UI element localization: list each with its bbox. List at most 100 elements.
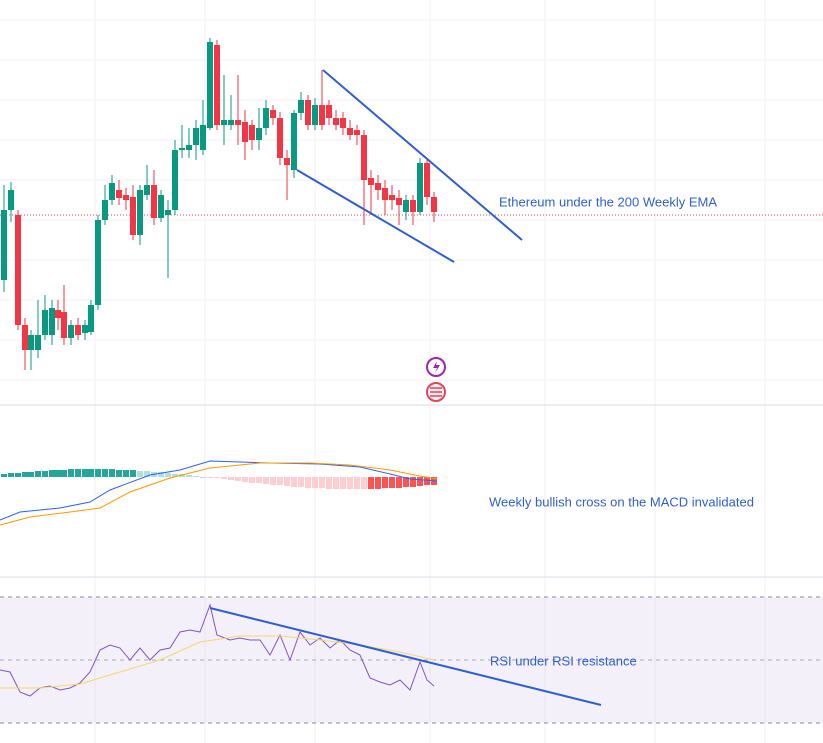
macd-bar (396, 477, 402, 488)
candle-body (249, 125, 255, 140)
macd-bar (354, 477, 360, 489)
candle-body (340, 118, 346, 128)
macd-bar (88, 469, 94, 477)
candle-body (123, 195, 129, 200)
macd-bar (102, 469, 108, 477)
candle-body (242, 122, 248, 142)
macd-bar (312, 477, 318, 488)
candle-body (35, 335, 41, 350)
candles (1, 38, 437, 370)
macd-bar (361, 477, 367, 489)
macd (0, 460, 438, 526)
candle-body (361, 135, 367, 180)
macd-bar (158, 472, 164, 477)
candle-body (109, 183, 115, 200)
candle-body (403, 200, 409, 212)
candle-body (424, 163, 430, 197)
candle-body (158, 195, 164, 218)
candle-body (410, 200, 416, 212)
macd-bar (235, 477, 241, 481)
candle-body (235, 120, 241, 125)
candle-body (102, 200, 108, 220)
macd-bar (347, 477, 353, 489)
candle-body (347, 128, 353, 135)
macd-bar (333, 477, 339, 489)
macd-bar (291, 477, 297, 487)
candle-body (22, 325, 28, 350)
rsi-trend-line (209, 607, 602, 706)
macd-bar (256, 477, 262, 483)
candle-body (305, 100, 311, 125)
candle-body (116, 190, 122, 198)
macd-bar (207, 477, 213, 478)
candle-body (417, 163, 423, 212)
annotation: Ethereum under the 200 Weekly EMA (499, 194, 717, 209)
candle-body (130, 197, 136, 235)
macd-bar (242, 477, 248, 482)
macd-bar (263, 477, 269, 484)
macd-bar (221, 477, 227, 479)
macd-bar (382, 477, 388, 488)
macd-bar (368, 477, 374, 489)
macd-bar (298, 477, 304, 487)
macd-bar (340, 477, 346, 489)
candle-body (144, 185, 150, 195)
macd-bar (165, 473, 171, 477)
signal-line (0, 462, 438, 526)
candle-body (284, 158, 290, 165)
macd-bar (284, 477, 290, 486)
candle-body (200, 125, 206, 150)
candle-body (270, 110, 276, 118)
candle-body (172, 150, 178, 210)
candle-body (28, 335, 34, 350)
candle-body (312, 105, 318, 125)
macd-bar (8, 473, 14, 477)
candle-body (61, 312, 67, 338)
candle-body (186, 145, 192, 150)
candle-body (49, 308, 55, 335)
candle-body (382, 188, 388, 200)
candle-body (179, 148, 185, 150)
macd-bar (68, 469, 74, 477)
lightning (433, 361, 440, 373)
macd-bar (35, 471, 41, 477)
macd-bar (424, 477, 430, 485)
candle-body (55, 310, 61, 318)
macd-bar (228, 477, 234, 480)
macd-bar (82, 469, 88, 477)
candle-body (263, 108, 269, 128)
annotation: RSI under RSI resistance (490, 653, 637, 668)
macd-bar (214, 477, 220, 478)
macd-bar (270, 477, 276, 485)
candle-body (8, 190, 14, 210)
candle-body (368, 178, 374, 185)
candle-body (15, 215, 21, 325)
macd-bar (417, 477, 423, 486)
macd-bar (130, 470, 136, 477)
candle-body (396, 198, 402, 205)
macd-bar (137, 471, 143, 477)
candle-body (193, 128, 199, 145)
candle-body (277, 118, 283, 158)
candle-body (319, 105, 325, 125)
macd-bar (144, 471, 150, 477)
macd-bar (49, 470, 55, 477)
macd-bar (95, 469, 101, 477)
candle-body (214, 45, 220, 125)
macd-bar (116, 470, 122, 477)
candle-body (221, 120, 227, 125)
candle-body (326, 105, 332, 118)
candle-body (1, 210, 7, 280)
macd-bar (200, 477, 206, 478)
rsi-line (0, 603, 435, 697)
macd-bar (389, 477, 395, 488)
candle-body (95, 220, 101, 305)
candle-body (165, 210, 171, 215)
macd-bar (403, 477, 409, 487)
candle-body (137, 190, 143, 235)
macd-bar (15, 473, 21, 477)
candle-body (207, 42, 213, 128)
macd-bar (109, 469, 115, 477)
